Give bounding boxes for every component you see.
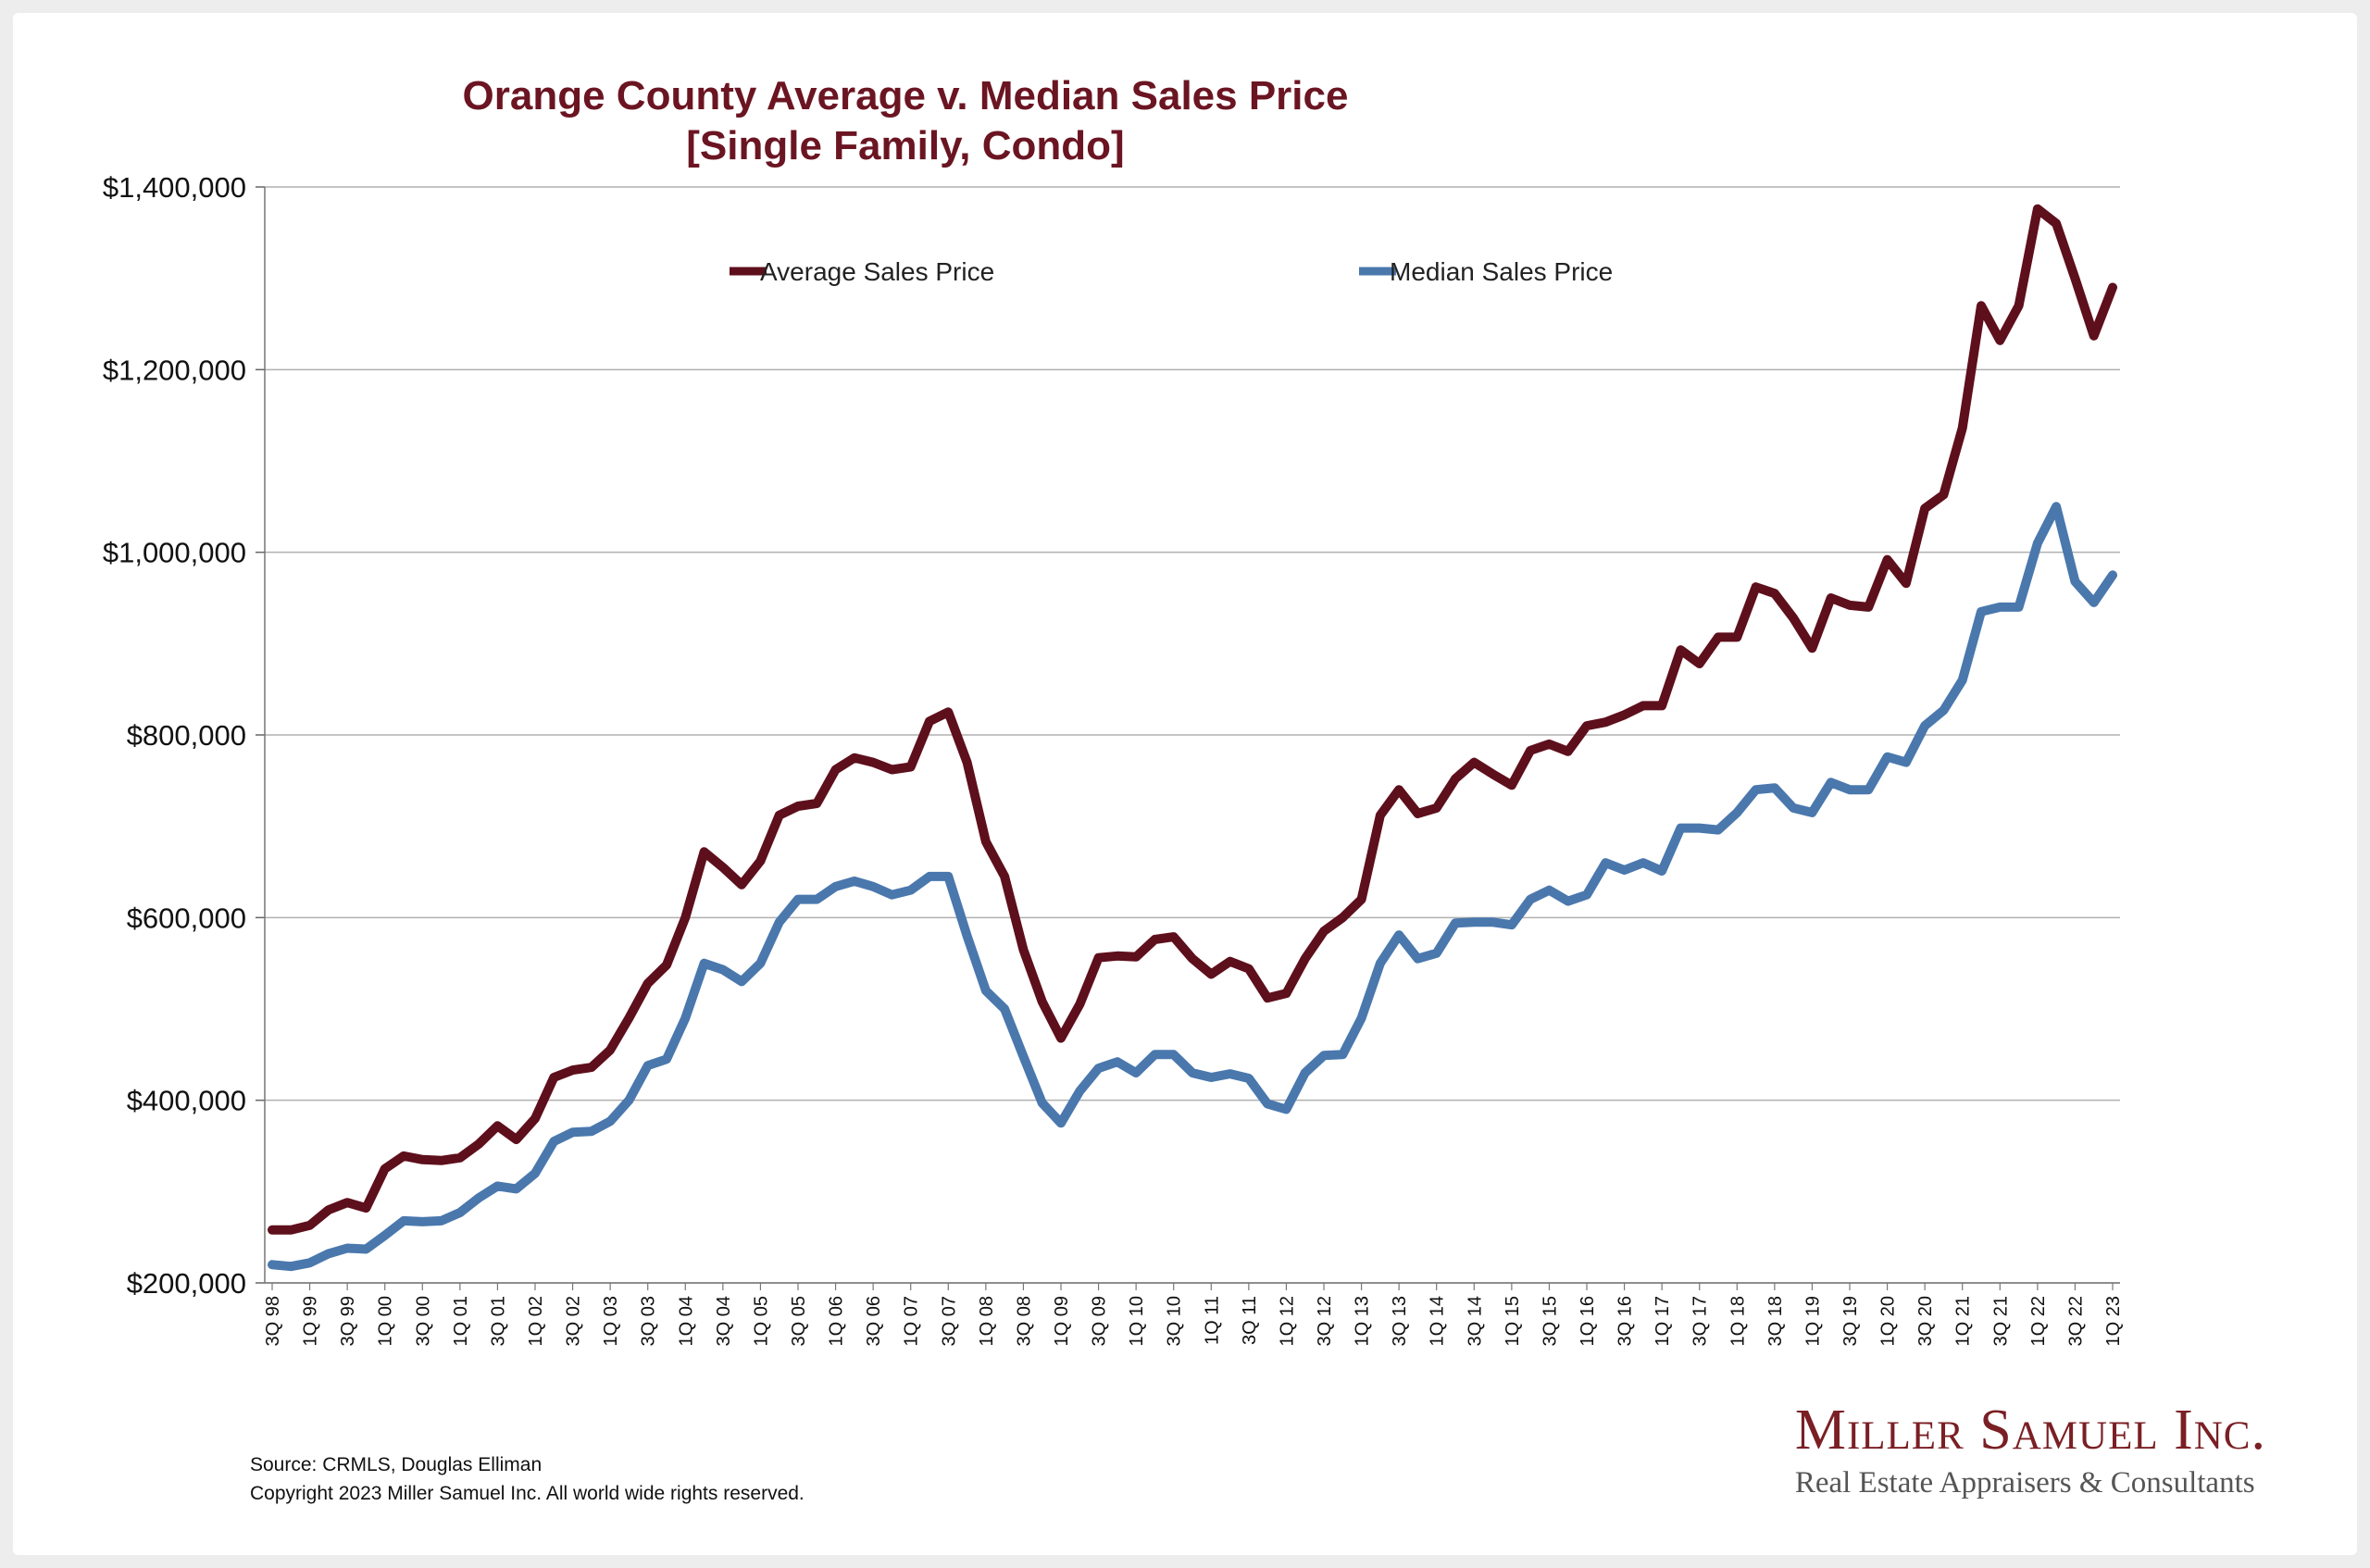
- y-tick-label: $1,400,000: [103, 171, 246, 204]
- logo-tagline: Real Estate Appraisers & Consultants: [1794, 1466, 2255, 1500]
- x-tick-label: 3Q 16: [1615, 1296, 1636, 1346]
- x-tick-label: 3Q 05: [789, 1296, 809, 1346]
- y-tick-label: $600,000: [127, 902, 246, 934]
- copyright-note: Copyright 2023 Miller Samuel Inc. All wo…: [250, 1483, 805, 1504]
- y-axis: $200,000 $400,000 $600,000 $800,000 $1,000,0…: [103, 171, 266, 1300]
- x-tick-label: 3Q 15: [1540, 1296, 1560, 1346]
- x-tick-label: 1Q 20: [1878, 1296, 1899, 1346]
- x-tick-label: 1Q 23: [2103, 1296, 2124, 1346]
- x-tick-label: 3Q 22: [2065, 1296, 2086, 1346]
- series-average-line: [268, 204, 2117, 1235]
- x-tick-label: 3Q 06: [864, 1296, 884, 1346]
- x-tick-label: 1Q 16: [1578, 1296, 1598, 1346]
- series-lines: [268, 204, 2117, 1272]
- legend: Average Sales Price Median Sales Price: [730, 257, 1613, 286]
- x-tick-label: 3Q 17: [1690, 1296, 1711, 1346]
- x-tick-label: 3Q 08: [1014, 1296, 1034, 1346]
- x-tick-label: 3Q 19: [1840, 1296, 1861, 1346]
- x-tick-label: 3Q 14: [1465, 1296, 1485, 1346]
- legend-average-label: Average Sales Price: [760, 257, 994, 286]
- x-tick-label: 1Q 12: [1277, 1296, 1297, 1346]
- y-tick-label: $1,000,000: [103, 537, 246, 569]
- x-tick-label: 3Q 09: [1090, 1296, 1110, 1346]
- chart-frame: Orange County Average v. Median Sales Pr…: [13, 13, 2357, 1555]
- x-tick-label: 1Q 99: [301, 1296, 321, 1346]
- x-tick-label: 1Q 03: [601, 1296, 621, 1346]
- x-tick-label: 1Q 07: [902, 1296, 922, 1346]
- x-tick-label: 1Q 14: [1428, 1296, 1448, 1346]
- x-tick-label: 1Q 01: [451, 1296, 471, 1346]
- company-logo: Miller Samuel Inc. Real Estate Appraiser…: [1795, 1401, 2266, 1500]
- y-tick-label: $400,000: [127, 1085, 246, 1117]
- x-tick-label: 3Q 10: [1165, 1296, 1185, 1346]
- grid-lines: [265, 186, 2120, 1284]
- x-tick-label: 1Q 05: [751, 1296, 771, 1346]
- x-tick-label: 3Q 98: [263, 1296, 283, 1346]
- x-tick-label: 3Q 12: [1315, 1296, 1335, 1346]
- x-tick-label: 3Q 00: [413, 1296, 433, 1346]
- line-chart: Orange County Average v. Median Sales Pr…: [103, 73, 2124, 1346]
- logo-name: Miller Samuel Inc.: [1794, 1399, 2266, 1462]
- x-tick-label: 1Q 19: [1802, 1296, 1823, 1346]
- x-tick-label: 1Q 21: [1953, 1296, 1974, 1346]
- x-tick-label: 1Q 18: [1728, 1296, 1748, 1346]
- x-tick-label: 1Q 11: [1202, 1296, 1222, 1345]
- x-tick-label: 3Q 04: [714, 1296, 734, 1346]
- y-tick-label: $200,000: [127, 1267, 246, 1300]
- x-tick-label: 1Q 08: [977, 1296, 997, 1346]
- x-tick-label: 3Q 18: [1765, 1296, 1786, 1346]
- x-tick-label: 1Q 15: [1503, 1296, 1523, 1346]
- x-tick-label: 1Q 13: [1353, 1296, 1373, 1346]
- x-tick-label: 3Q 02: [564, 1296, 584, 1346]
- x-tick-label: 3Q 21: [1990, 1296, 2011, 1346]
- legend-median-label: Median Sales Price: [1390, 257, 1613, 286]
- x-tick-label: 1Q 17: [1653, 1296, 1673, 1346]
- x-tick-label: 3Q 01: [488, 1296, 508, 1346]
- x-tick-label: 1Q 02: [526, 1296, 546, 1346]
- x-tick-label: 1Q 06: [827, 1296, 847, 1346]
- x-tick-label: 1Q 09: [1052, 1296, 1072, 1346]
- x-tick-label: 3Q 13: [1390, 1296, 1410, 1346]
- y-tick-label: $1,200,000: [103, 354, 246, 386]
- x-tick-label: 3Q 99: [338, 1296, 358, 1346]
- x-tick-label: 3Q 20: [1915, 1296, 1936, 1346]
- x-tick-label: 3Q 11: [1240, 1296, 1260, 1345]
- x-tick-label: 1Q 04: [676, 1296, 696, 1346]
- x-tick-label: 1Q 00: [376, 1296, 396, 1346]
- x-tick-label: 1Q 22: [2028, 1296, 2049, 1346]
- y-tick-label: $800,000: [127, 719, 246, 752]
- x-tick-label: 1Q 10: [1127, 1296, 1147, 1346]
- chart-subtitle: [Single Family, Condo]: [686, 123, 1124, 168]
- x-tick-label: 3Q 03: [639, 1296, 659, 1346]
- chart-title: Orange County Average v. Median Sales Pr…: [463, 73, 1349, 118]
- series-median-line: [268, 502, 2117, 1272]
- source-note: Source: CRMLS, Douglas Elliman: [250, 1454, 543, 1475]
- x-tick-label: 3Q 07: [939, 1296, 959, 1346]
- x-axis: 3Q 98 1Q 99 3Q 99 1Q 00 3Q 00 1Q 01 3Q 01 1Q 02…: [263, 1282, 2124, 1346]
